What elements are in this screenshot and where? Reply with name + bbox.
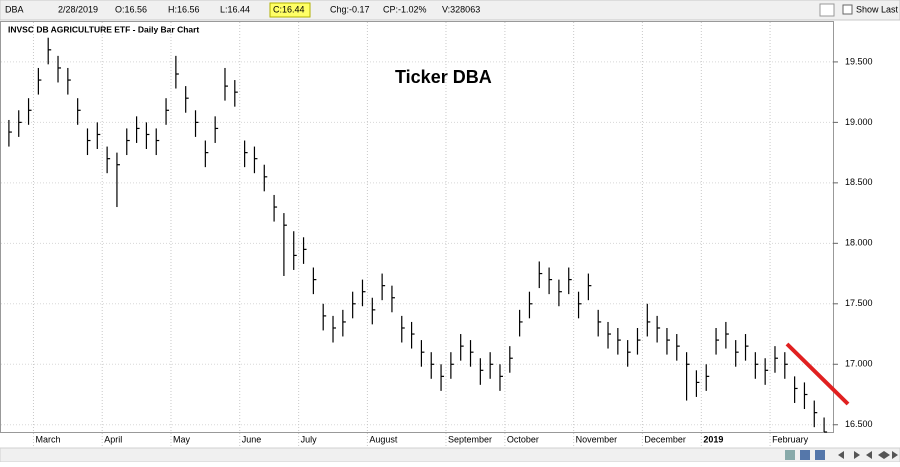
change-pct: CP:-1.02% [383, 4, 427, 14]
y-axis-area [834, 21, 900, 448]
symbol: DBA [5, 4, 24, 14]
x-tick-label: February [772, 434, 809, 444]
x-tick-label: 2019 [703, 434, 723, 444]
chart-title: INVSC DB AGRICULTURE ETF - Daily Bar Cha… [8, 24, 199, 34]
volume: V:328063 [442, 4, 480, 14]
date: 2/28/2019 [58, 4, 98, 14]
x-tick-label: November [576, 434, 618, 444]
y-tick-label: 19.000 [845, 117, 873, 127]
close-highlight [269, 2, 311, 18]
x-tick-label: August [369, 434, 398, 444]
change: Chg:-0.17 [330, 4, 370, 14]
x-tick-label: December [644, 434, 686, 444]
x-axis-area [0, 433, 900, 448]
y-tick-label: 18.000 [845, 238, 873, 248]
open: O:16.56 [115, 4, 147, 14]
dropdown[interactable] [819, 3, 835, 17]
annotation: Ticker DBA [395, 67, 492, 87]
nav-icon[interactable] [800, 450, 810, 460]
nav-first[interactable] [866, 451, 884, 459]
y-tick-label: 19.500 [845, 56, 873, 66]
x-tick-label: June [242, 434, 262, 444]
nav-bar [0, 447, 900, 463]
x-tick-label: April [104, 434, 122, 444]
y-tick-label: 18.500 [845, 177, 873, 187]
y-tick-label: 16.500 [845, 419, 873, 429]
x-tick-label: October [507, 434, 539, 444]
close: C:16.44 [273, 4, 305, 14]
x-tick-label: July [301, 434, 318, 444]
nav-icon[interactable] [815, 450, 825, 460]
nav-icon[interactable] [785, 450, 795, 460]
high: H:16.56 [168, 4, 200, 14]
toolbar [0, 0, 900, 21]
nav-last[interactable] [884, 451, 898, 459]
x-tick-label: March [35, 434, 60, 444]
trend-line [785, 342, 850, 406]
show-last: Show Last [856, 4, 899, 14]
x-tick-label: September [448, 434, 492, 444]
x-tick-label: May [173, 434, 191, 444]
y-tick-label: 17.500 [845, 298, 873, 308]
y-tick-label: 17.000 [845, 359, 873, 369]
nav-right[interactable] [854, 451, 860, 459]
checkbox[interactable] [842, 4, 853, 15]
nav-left[interactable] [838, 451, 844, 459]
low: L:16.44 [220, 4, 250, 14]
